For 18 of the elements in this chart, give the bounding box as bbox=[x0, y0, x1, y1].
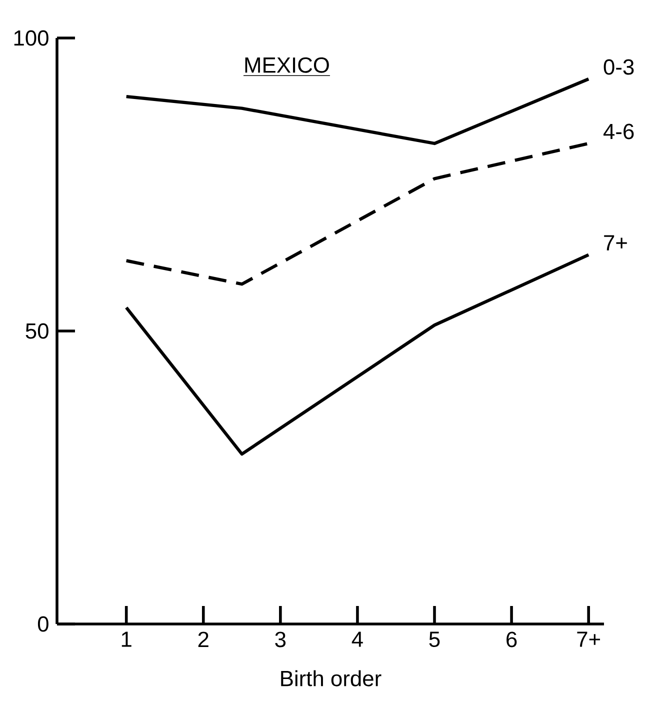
y-tick-label: 100 bbox=[14, 30, 48, 46]
x-tick-label: 4 bbox=[352, 632, 363, 647]
text: MEXICO bbox=[245, 57, 329, 73]
line-series bbox=[124, 77, 590, 146]
x-tick-label: 7+ bbox=[577, 632, 600, 647]
x-tick-label: 2 bbox=[198, 632, 208, 648]
x-tick-label: 6 bbox=[506, 632, 517, 648]
x-tick-label: 1 bbox=[122, 632, 132, 647]
x-tick-label: 5 bbox=[429, 632, 440, 648]
line-series bbox=[124, 253, 590, 456]
series-label: 4-6 bbox=[603, 124, 634, 140]
x-tick-label: 3 bbox=[275, 632, 286, 648]
x-axis-title: Birth order bbox=[281, 670, 382, 686]
series-label: 7+ bbox=[604, 235, 627, 250]
series-label: 0-3 bbox=[604, 59, 634, 75]
y-tick-label: 50 bbox=[26, 323, 48, 339]
y-tick-label: 0 bbox=[38, 616, 48, 632]
line-series bbox=[124, 142, 590, 286]
